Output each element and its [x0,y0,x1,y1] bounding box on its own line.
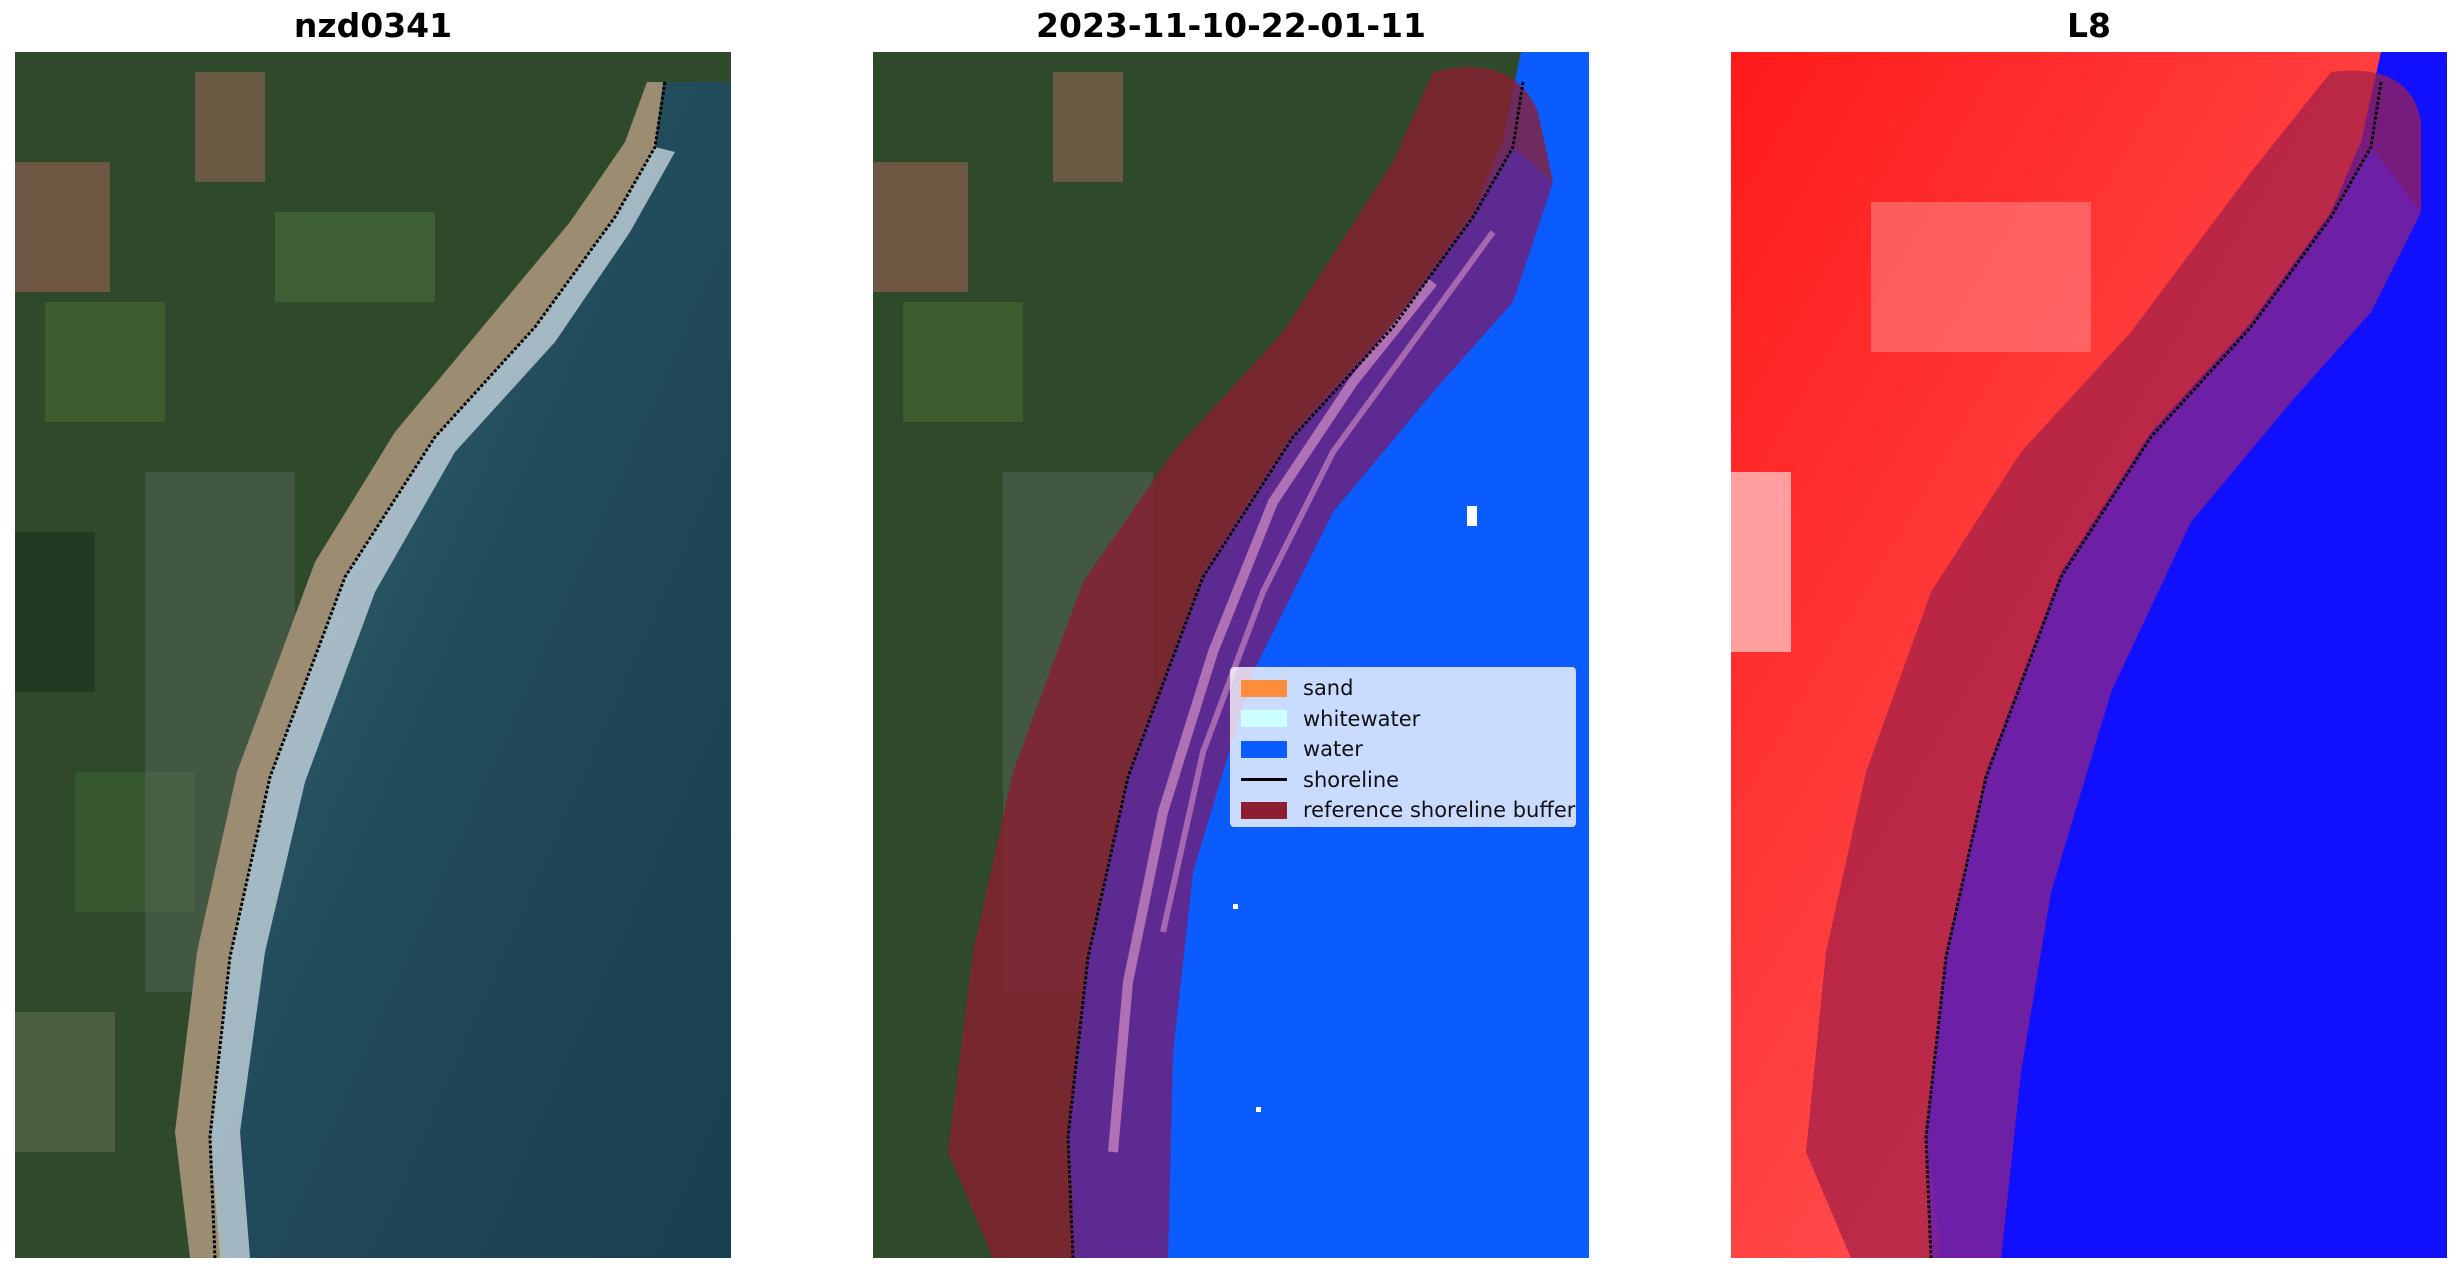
buffer-over-water [1926,147,2421,1258]
legend-item-whitewater: whitewater [1241,704,1565,735]
field-patch [15,1012,115,1152]
index-image [1731,52,2447,1258]
shoreline [1066,81,1525,1258]
field-patch [275,212,435,302]
field-patch [1053,72,1123,182]
bright-patch [1731,472,1791,652]
beach-area [175,82,663,1258]
legend-label-shoreline: shoreline [1303,767,1400,792]
legend-item-buffer: reference shoreline buffer [1241,795,1575,826]
legend-item-shoreline: shoreline [1241,765,1565,796]
legend-label-whitewater: whitewater [1303,706,1421,731]
panel-title-rgb: nzd0341 [293,6,453,45]
whitewater-streak [1160,230,1496,933]
field-patch [873,162,968,292]
index-image-graphic [1731,52,2447,1258]
classified-image [873,52,1589,1258]
ocean-area [210,82,731,1258]
bright-patch [1871,202,2091,352]
legend-swatch-whitewater [1241,710,1287,728]
whitewater-streak [1108,278,1437,1153]
rgb-image-graphic [15,52,731,1258]
cloud-speck [1256,1107,1261,1112]
cloud-speck [1233,904,1238,909]
field-patch [195,72,265,182]
legend-label-water: water [1303,737,1363,762]
cloud-speck [1467,506,1477,526]
surf-zone [210,147,675,1258]
legend-label-buffer: reference shoreline buffer [1303,798,1576,823]
legend-label-sand: sand [1303,676,1354,701]
field-patch [15,162,110,292]
legend-swatch-sand [1241,679,1287,697]
field-patch [75,772,195,912]
classified-image-graphic [873,52,1589,1258]
legend-swatch-buffer [1241,801,1287,819]
panel-title-classified: 2023-11-10-22-01-11 [1036,6,1426,45]
field-patch [903,302,1023,422]
legend: sand whitewater water shoreline referenc… [1230,667,1576,827]
legend-swatch-water [1241,740,1287,758]
legend-swatch-shoreline [1241,778,1287,782]
legend-item-sand: sand [1241,673,1565,704]
rgb-image [15,52,731,1258]
panel-title-index: L8 [2067,6,2111,45]
legend-item-water: water [1241,734,1565,765]
shoreline [1924,81,2383,1258]
field-patch [45,302,165,422]
field-patch [15,532,95,692]
shoreline [208,81,667,1258]
